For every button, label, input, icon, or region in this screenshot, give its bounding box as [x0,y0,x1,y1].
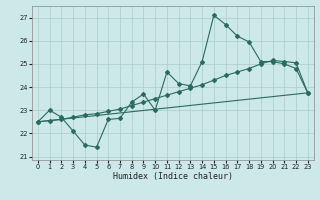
X-axis label: Humidex (Indice chaleur): Humidex (Indice chaleur) [113,172,233,181]
